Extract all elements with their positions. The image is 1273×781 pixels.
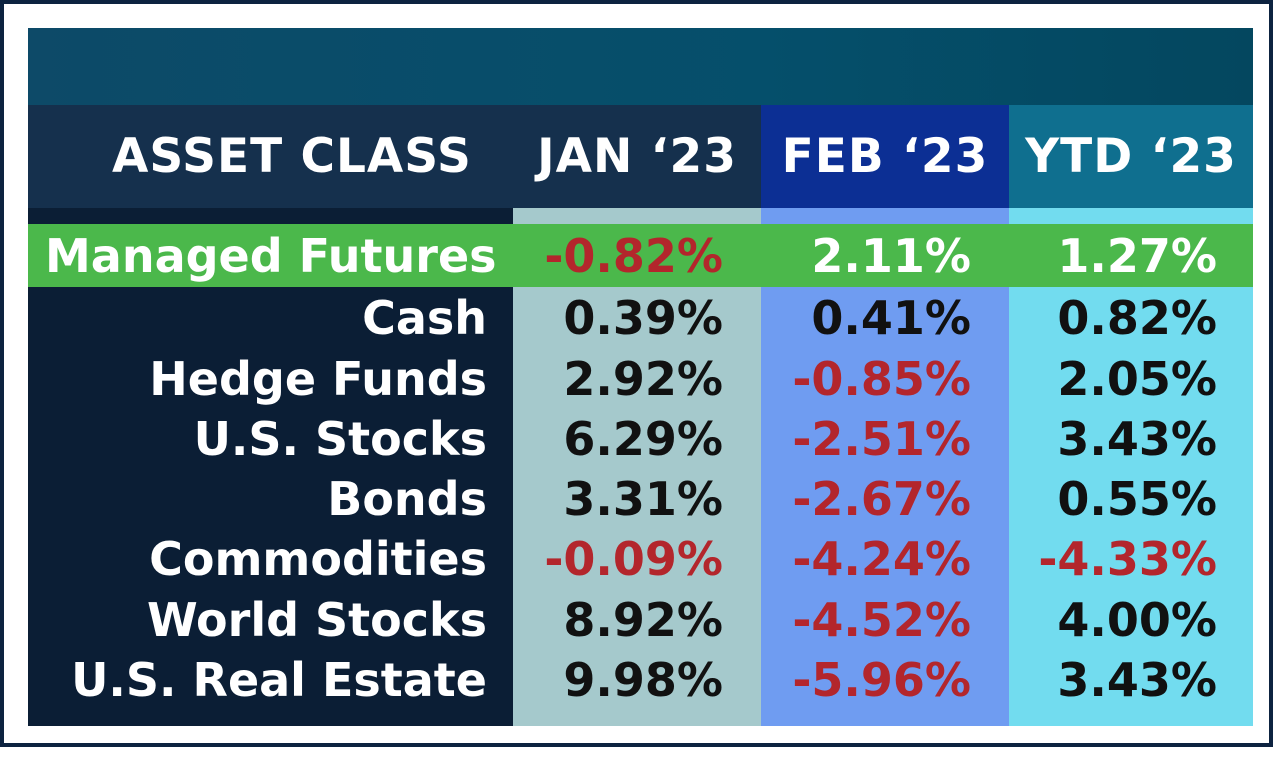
header-band — [28, 28, 1253, 105]
value-cell-jan: 3.31% — [563, 471, 723, 526]
value-cell-ytd: 3.43% — [1057, 411, 1217, 466]
value-cell-feb: -4.52% — [792, 592, 971, 647]
asset-name: Managed Futures — [45, 228, 497, 283]
value-cell-jan: -0.09% — [544, 531, 723, 586]
value-cell-jan: 6.29% — [563, 411, 723, 466]
column-asset-background — [28, 208, 513, 726]
value-cell-feb: -4.24% — [792, 531, 971, 586]
value-cell-feb: -5.96% — [792, 652, 971, 707]
value-cell-jan: 2.92% — [563, 351, 723, 406]
value-cell-jan: 9.98% — [563, 652, 723, 707]
value-cell-feb: -2.67% — [792, 471, 971, 526]
column-header-ytd: YTD ‘23 — [1009, 105, 1253, 208]
asset-name: U.S. Stocks — [193, 411, 487, 466]
value-cell-jan: -0.82% — [544, 228, 723, 283]
value-cell-ytd: 4.00% — [1057, 592, 1217, 647]
value-cell-jan: 0.39% — [563, 290, 723, 345]
highlight-row — [28, 224, 1253, 287]
asset-name: U.S. Real Estate — [71, 652, 487, 707]
value-cell-ytd: 0.82% — [1057, 290, 1217, 345]
value-cell-feb: -2.51% — [792, 411, 971, 466]
column-header-feb: FEB ‘23 — [761, 105, 1009, 208]
asset-name: Bonds — [327, 471, 487, 526]
asset-name: Cash — [362, 290, 487, 345]
asset-name: World Stocks — [146, 592, 487, 647]
column-jan-background — [513, 208, 761, 726]
value-cell-feb: 2.11% — [811, 228, 971, 283]
value-cell-ytd: 2.05% — [1057, 351, 1217, 406]
value-cell-ytd: 3.43% — [1057, 652, 1217, 707]
column-feb-background — [761, 208, 1009, 726]
column-header-jan: JAN ‘23 — [513, 105, 761, 208]
table-frame: ASSET CLASS JAN ‘23 FEB ‘23 YTD ‘23 Managed … — [0, 0, 1273, 747]
value-cell-ytd: 1.27% — [1057, 228, 1217, 283]
column-ytd-background — [1009, 208, 1253, 726]
value-cell-feb: -0.85% — [792, 351, 971, 406]
value-cell-feb: 0.41% — [811, 290, 971, 345]
value-cell-ytd: 0.55% — [1057, 471, 1217, 526]
asset-name: Hedge Funds — [149, 351, 487, 406]
column-header-asset: ASSET CLASS — [28, 105, 513, 208]
value-cell-jan: 8.92% — [563, 592, 723, 647]
asset-name: Commodities — [149, 531, 487, 586]
value-cell-ytd: -4.33% — [1038, 531, 1217, 586]
returns-table: ASSET CLASS JAN ‘23 FEB ‘23 YTD ‘23 Managed … — [28, 28, 1253, 726]
